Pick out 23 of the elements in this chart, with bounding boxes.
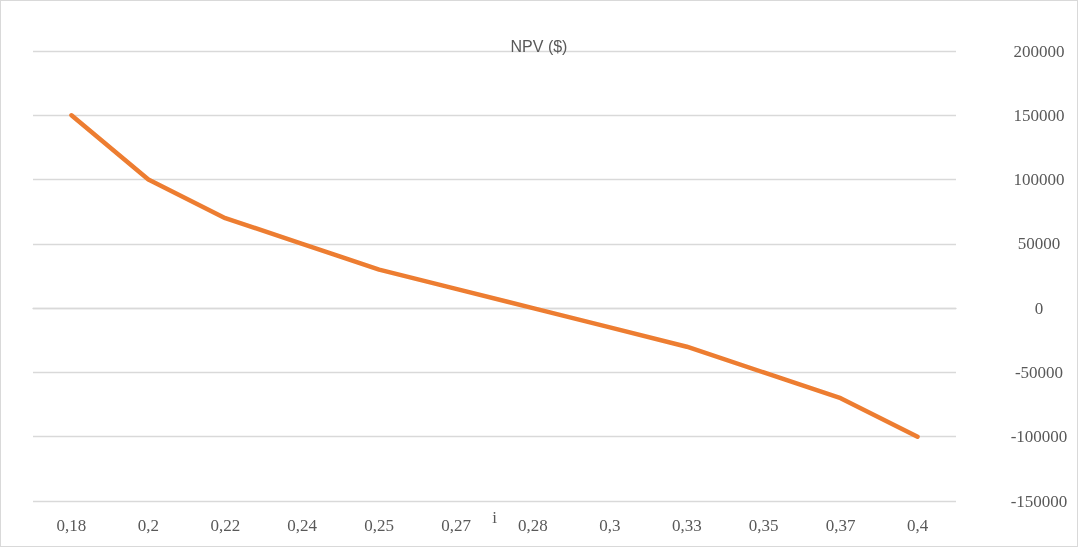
y-tick-label: 50000 — [1017, 234, 1061, 254]
x-tick-label: 0,25 — [364, 516, 394, 535]
line-series — [69, 113, 920, 439]
x-axis-title: i — [492, 508, 498, 527]
chart-title: NPV ($) — [510, 37, 568, 55]
x-tick-label: 0,27 — [441, 516, 472, 535]
y-tick-label: 150000 — [1013, 105, 1065, 125]
x-tick-label: 0,37 — [825, 516, 856, 535]
y-tick-label: -100000 — [1010, 427, 1068, 447]
x-tick-label: 0,4 — [906, 516, 929, 535]
x-tick-label: 0,28 — [518, 516, 548, 535]
x-tick-label: 0,22 — [210, 516, 241, 535]
y-tick-label: -50000 — [1014, 362, 1064, 382]
x-tick-label: 0,2 — [137, 516, 159, 535]
x-tick-label: 0,24 — [287, 516, 318, 535]
x-tick-label: 0,3 — [599, 516, 621, 535]
y-tick-label: 200000 — [1013, 41, 1065, 61]
x-tick-label: 0,18 — [56, 516, 87, 535]
y-tick-label: 100000 — [1013, 170, 1065, 190]
y-tick-label: 0 — [1034, 298, 1044, 318]
y-tick-label: -150000 — [1010, 491, 1068, 511]
x-tick-label: 0,33 — [671, 516, 702, 535]
x-tick-label: 0,35 — [748, 516, 779, 535]
